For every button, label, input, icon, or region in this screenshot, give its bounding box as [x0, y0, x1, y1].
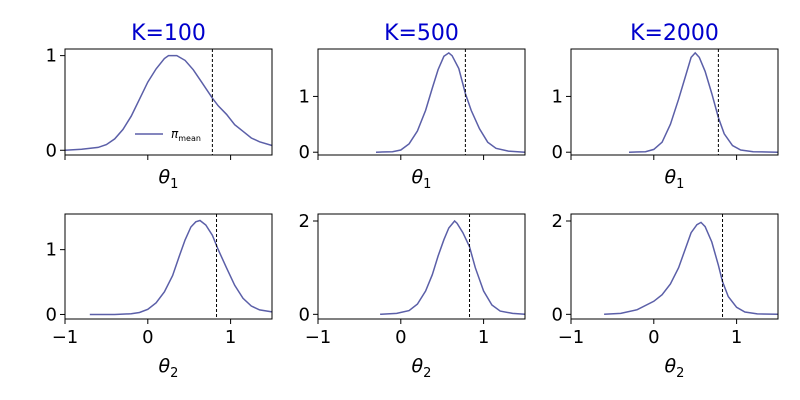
x-tick-label: 1: [478, 327, 489, 348]
axes-frame: [570, 48, 779, 156]
density-curve: [89, 219, 273, 316]
y-tick-label: 0: [299, 142, 310, 163]
x-axis-label: θ2: [412, 355, 432, 381]
column-title: K=100: [131, 21, 206, 46]
x-tick-label: 1: [731, 327, 742, 348]
x-axis-label: θ1: [159, 166, 179, 192]
y-tick-label: 0: [46, 304, 57, 325]
x-tick-label: 0: [648, 327, 659, 348]
x-axis-symbol: θ: [159, 166, 171, 188]
x-tick-label: −1: [52, 327, 79, 348]
x-axis-symbol: θ: [665, 355, 677, 377]
legend-subscript: mean: [178, 134, 201, 143]
x-axis-subscript: 1: [676, 177, 684, 192]
x-tick-label: 1: [225, 327, 236, 348]
x-axis-label: θ2: [159, 355, 179, 381]
x-axis-symbol: θ: [412, 166, 424, 188]
column-title: K=2000: [630, 21, 719, 46]
subplot-6: 02−1 0 1θ2: [552, 211, 779, 381]
density-curve: [64, 54, 273, 152]
x-tick-label: −1: [558, 327, 585, 348]
y-tick-label: 2: [552, 211, 563, 232]
axes-frame: [64, 48, 273, 156]
x-tick-label: 0: [395, 327, 406, 348]
x-tick-label: −1: [305, 327, 332, 348]
y-tick-label: 0: [299, 304, 310, 325]
y-tick-label: 1: [46, 240, 57, 261]
density-curve: [380, 219, 526, 316]
density-curve: [604, 221, 779, 316]
legend-label: πmean: [171, 127, 201, 143]
legend-symbol: π: [171, 127, 179, 141]
density-curve: [375, 51, 526, 153]
axes-frame: [317, 213, 526, 320]
x-axis-symbol: θ: [665, 166, 677, 188]
y-tick-label: 0: [552, 304, 563, 325]
x-axis-subscript: 1: [423, 177, 431, 192]
y-tick-label: 1: [46, 46, 57, 67]
axes-frame: [64, 213, 273, 320]
x-axis-label: θ2: [665, 355, 685, 381]
y-tick-label: 0: [46, 140, 57, 161]
x-tick-label: 0: [142, 327, 153, 348]
x-axis-symbol: θ: [412, 355, 424, 377]
x-axis-subscript: 2: [676, 366, 684, 381]
subplot-4: 01−1 0 1θ2: [46, 213, 273, 381]
y-tick-label: 2: [299, 211, 310, 232]
x-axis-symbol: θ: [159, 355, 171, 377]
x-axis-label: θ1: [412, 166, 432, 192]
x-axis-subscript: 2: [170, 366, 178, 381]
x-axis-subscript: 2: [423, 366, 431, 381]
axes-frame: [317, 48, 526, 156]
y-tick-label: 1: [552, 86, 563, 107]
x-axis-label: θ1: [665, 166, 685, 192]
density-curve: [628, 51, 779, 153]
x-axis-subscript: 1: [170, 177, 178, 192]
legend: πmean: [135, 127, 201, 143]
subplot-5: 02−1 0 1θ2: [299, 211, 526, 381]
y-tick-label: 0: [552, 142, 563, 163]
axes-frame: [570, 213, 779, 320]
column-title: K=500: [384, 21, 459, 46]
y-tick-label: 1: [299, 86, 310, 107]
